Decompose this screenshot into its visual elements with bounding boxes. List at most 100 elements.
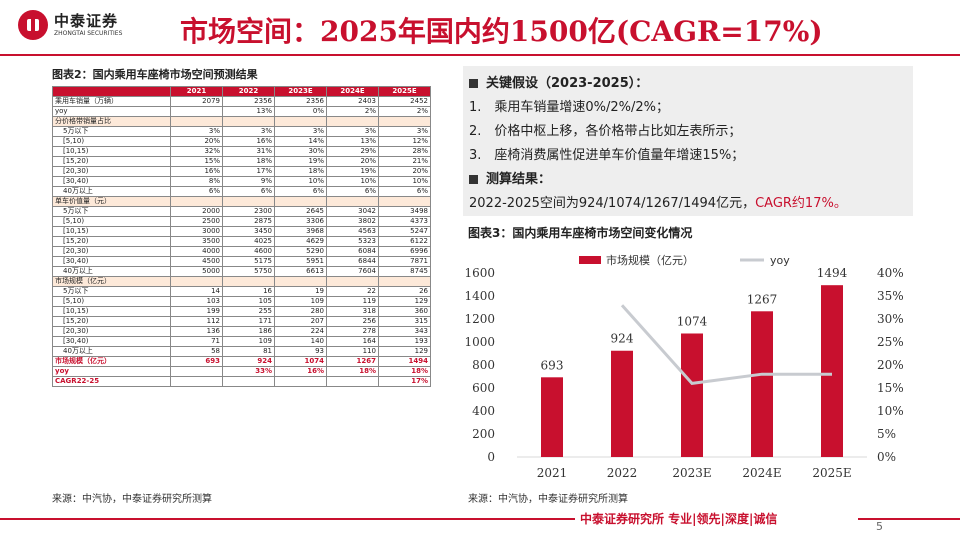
- table-cell: 20%: [378, 166, 431, 177]
- table-cell: [170, 116, 223, 127]
- row-label: 市场规模（亿元）: [52, 276, 171, 287]
- table-cell: 2356: [274, 96, 327, 107]
- table-cell: 110: [326, 346, 379, 357]
- table-section-row: 分价格带销量占比: [52, 116, 431, 127]
- assumptions-box: 关键假设（2023-2025）： 1. 乘用车销量增速0%/2%/2%； 2. …: [463, 66, 913, 216]
- table-cell: 13%: [222, 106, 275, 117]
- table-row: [5,10) 20% 16% 14% 13% 12%: [52, 136, 431, 147]
- table-cell: [274, 196, 327, 207]
- table-cell: 3500: [170, 236, 223, 247]
- market-size-chart: 0 200 400 600 800 1000 1200 1400 1600 0% 5% 10% 15% 2…: [464, 253, 903, 480]
- table-row: [30,40) 71 109 140 164 193: [52, 336, 431, 347]
- table-cell: 8%: [170, 176, 223, 187]
- table-cell: 5750: [222, 266, 275, 277]
- table-row: yoy 13% 0% 2% 2%: [52, 106, 431, 117]
- table-row: CAGR22-25 17%: [52, 376, 431, 387]
- y-left-tick-label: 1400: [464, 289, 495, 303]
- table-cell: 360: [378, 306, 431, 317]
- table-row: [10,15) 32% 31% 30% 29% 28%: [52, 146, 431, 157]
- table-cell: 18%: [274, 166, 327, 177]
- table-cell: [378, 116, 431, 127]
- y-right-tick-label: 0%: [877, 450, 896, 464]
- footer-rule: [0, 518, 575, 520]
- assumption-item: 2. 价格中枢上移，各价格带占比如左表所示；: [469, 124, 742, 139]
- table-cell: 10%: [274, 176, 327, 187]
- row-label: [15,20): [52, 236, 171, 247]
- table-cell: 924: [222, 356, 275, 367]
- table-cell: 2%: [378, 106, 431, 117]
- table-cell: [170, 196, 223, 207]
- table-cell: 2356: [222, 96, 275, 107]
- y-left-tick-label: 400: [472, 404, 495, 418]
- footer-tagline: 中泰证券研究所 专业|领先|深度|诚信: [580, 512, 778, 526]
- table-cell: 19%: [326, 166, 379, 177]
- y-left-tick-label: 200: [472, 427, 495, 441]
- table-cell: [222, 276, 275, 287]
- table-cell: 3%: [170, 126, 223, 137]
- yoy-line: [620, 304, 832, 385]
- x-tick-label: 2024E: [742, 466, 781, 480]
- table-cell: 3306: [274, 216, 327, 227]
- forecast-table: 2021 2022 2023E 2024E 2025E 乘用车销量（万辆） 2079 2356…: [52, 86, 431, 387]
- table-cell: 6%: [326, 186, 379, 197]
- table-cell: 4025: [222, 236, 275, 247]
- table-cell: 2%: [326, 106, 379, 117]
- table-row: 40万以上 58 81 93 110 129: [52, 346, 431, 357]
- bar: [821, 285, 843, 457]
- table-cell: [378, 196, 431, 207]
- table-cell: 1267: [326, 356, 379, 367]
- table-cell: 14: [170, 286, 223, 297]
- table-cell: 20%: [170, 136, 223, 147]
- table-cell: 2403: [326, 96, 379, 107]
- table-cell: 10%: [378, 176, 431, 187]
- table-cell: 58: [170, 346, 223, 357]
- row-label: 分价格带销量占比: [52, 116, 171, 127]
- table-cell: [222, 376, 275, 387]
- y-left-tick-label: 0: [487, 450, 495, 464]
- table-cell: 6%: [274, 186, 327, 197]
- table-cell: 81: [222, 346, 275, 357]
- table-cell: 129: [378, 296, 431, 307]
- table-cell: 21%: [378, 156, 431, 167]
- table-cell: 2000: [170, 206, 223, 217]
- row-label: 40万以上: [52, 346, 171, 357]
- table-cell: 193: [378, 336, 431, 347]
- table-cell: 16%: [222, 136, 275, 147]
- y-left-tick-label: 800: [472, 358, 495, 372]
- row-label: yoy: [52, 106, 171, 117]
- table-caption: 图表2：国内乘用车座椅市场空间预测结果: [52, 68, 258, 81]
- table-cell: 343: [378, 326, 431, 337]
- table-cell: 105: [222, 296, 275, 307]
- table-row: [5,10) 103 105 109 119 129: [52, 296, 431, 307]
- table-cell: 3968: [274, 226, 327, 237]
- table-cell: 6996: [378, 246, 431, 257]
- table-cell: [222, 196, 275, 207]
- legend-bar-swatch: [579, 256, 601, 264]
- row-label: 乘用车销量（万辆）: [52, 96, 171, 107]
- table-cell: 5290: [274, 246, 327, 257]
- table-cell: [326, 276, 379, 287]
- table-cell: 14%: [274, 136, 327, 147]
- row-label: [5,10): [52, 296, 171, 307]
- data-label: 1074: [677, 314, 708, 328]
- table-cell: 136: [170, 326, 223, 337]
- table-cell: 16: [222, 286, 275, 297]
- bar: [611, 350, 633, 457]
- table-cell: 17%: [378, 376, 431, 387]
- table-cell: 5247: [378, 226, 431, 237]
- row-label: [15,20): [52, 156, 171, 167]
- table-cell: 20%: [326, 156, 379, 167]
- table-cell: 31%: [222, 146, 275, 157]
- row-label: [10,15): [52, 306, 171, 317]
- table-cell: 4000: [170, 246, 223, 257]
- table-cell: 3042: [326, 206, 379, 217]
- table-cell: 2875: [222, 216, 275, 227]
- table-cell: 18%: [378, 366, 431, 377]
- legend-label: yoy: [770, 254, 790, 267]
- table-row: [5,10) 2500 2875 3306 3802 4373: [52, 216, 431, 227]
- row-label: [5,10): [52, 216, 171, 227]
- table-row: [15,20) 15% 18% 19% 20% 21%: [52, 156, 431, 167]
- table-cell: [170, 366, 223, 377]
- table-cell: [222, 116, 275, 127]
- table-section-row: 单车价值量（元）: [52, 196, 431, 207]
